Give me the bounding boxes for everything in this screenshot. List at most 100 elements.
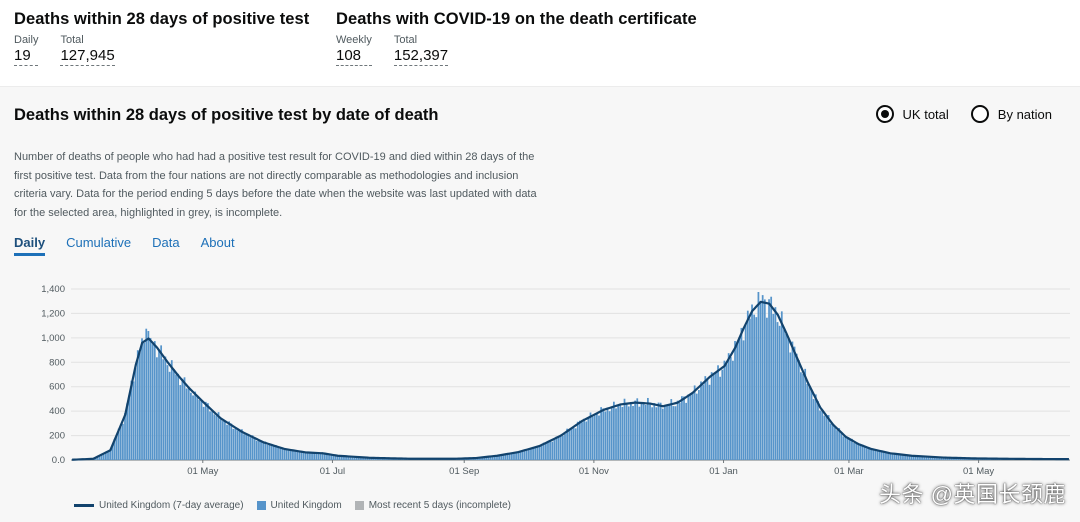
daily-bar bbox=[598, 415, 600, 460]
y-tick-label: 1,000 bbox=[41, 333, 65, 344]
daily-bar bbox=[857, 444, 860, 460]
daily-bar bbox=[695, 393, 698, 460]
daily-bar bbox=[806, 383, 809, 460]
daily-bar bbox=[498, 455, 500, 460]
daily-bar bbox=[734, 341, 736, 460]
tab-data[interactable]: Data bbox=[152, 235, 180, 250]
daily-bar bbox=[783, 329, 785, 460]
daily-bar bbox=[243, 434, 245, 460]
daily-bar bbox=[723, 360, 726, 460]
daily-bar bbox=[508, 453, 511, 460]
daily-bar bbox=[916, 456, 919, 460]
daily-bar bbox=[706, 378, 709, 460]
daily-bar bbox=[655, 407, 658, 460]
daily-bar bbox=[179, 385, 182, 460]
metric-value[interactable]: 152,397 bbox=[393, 47, 449, 66]
x-tick-label: 01 May bbox=[187, 466, 218, 477]
chart-description: Number of deaths of people who had had a… bbox=[14, 151, 537, 219]
daily-bar bbox=[345, 456, 347, 460]
daily-bar bbox=[177, 373, 180, 460]
daily-bar bbox=[500, 454, 503, 460]
daily-bar bbox=[266, 444, 269, 460]
daily-bar bbox=[493, 456, 496, 460]
tab-daily[interactable]: Daily bbox=[14, 235, 46, 256]
daily-bar bbox=[364, 457, 367, 460]
daily-bar bbox=[842, 436, 845, 460]
daily-bar bbox=[593, 414, 596, 460]
daily-bar bbox=[504, 454, 507, 460]
daily-bar bbox=[617, 405, 620, 460]
daily-bar bbox=[914, 455, 917, 460]
daily-bar bbox=[736, 341, 739, 460]
daily-bar bbox=[143, 342, 146, 460]
average-line bbox=[72, 300, 1069, 461]
daily-bar bbox=[139, 352, 141, 460]
daily-bar bbox=[761, 295, 764, 460]
daily-bar bbox=[547, 441, 549, 460]
daily-bar bbox=[904, 454, 906, 460]
headline-summary: Deaths within 28 days of positive test D… bbox=[0, 0, 1080, 86]
daily-bar bbox=[632, 405, 634, 460]
daily-bar bbox=[925, 456, 928, 460]
daily-bar bbox=[238, 430, 241, 460]
daily-bar bbox=[217, 412, 220, 460]
daily-bar bbox=[681, 396, 683, 460]
x-tick-label: 01 Mar bbox=[834, 466, 864, 477]
daily-bar bbox=[226, 424, 228, 460]
daily-bar bbox=[566, 428, 568, 460]
daily-bar bbox=[753, 314, 756, 460]
x-tick-label: 01 May bbox=[963, 466, 994, 477]
summary-title: Deaths within 28 days of positive test bbox=[14, 10, 310, 28]
daily-bar bbox=[232, 428, 235, 460]
daily-bar bbox=[241, 429, 243, 460]
legend-average[interactable]: United Kingdom (7-day average) bbox=[74, 500, 244, 511]
daily-bar bbox=[755, 317, 758, 460]
legend-daily[interactable]: United Kingdom bbox=[256, 500, 342, 511]
metric-value[interactable]: 108 bbox=[336, 47, 372, 66]
daily-bar bbox=[685, 402, 688, 460]
daily-bar bbox=[834, 426, 836, 460]
daily-bar bbox=[774, 307, 777, 460]
radio-checked-icon[interactable] bbox=[875, 105, 894, 123]
daily-bar bbox=[708, 384, 711, 460]
daily-bar bbox=[942, 457, 945, 460]
daily-bar bbox=[719, 376, 722, 460]
radio-by-nation[interactable]: By nation bbox=[970, 105, 1052, 123]
daily-bar bbox=[542, 442, 545, 460]
daily-bar bbox=[823, 415, 826, 460]
tab-about[interactable]: About bbox=[200, 235, 235, 250]
daily-bar bbox=[187, 386, 190, 460]
daily-bar bbox=[292, 450, 294, 460]
daily-bar bbox=[591, 416, 594, 460]
daily-bar bbox=[579, 420, 581, 460]
tab-cumulative[interactable]: Cumulative bbox=[66, 235, 132, 250]
daily-bar bbox=[253, 437, 256, 460]
daily-bar bbox=[712, 373, 715, 460]
metric-label: Total bbox=[393, 34, 418, 46]
daily-bar bbox=[636, 398, 639, 460]
daily-bar bbox=[538, 446, 541, 460]
daily-bar bbox=[817, 401, 819, 460]
daily-bar bbox=[536, 445, 539, 460]
daily-bar bbox=[800, 372, 802, 460]
daily-bar bbox=[98, 456, 101, 460]
radio-unchecked-icon[interactable] bbox=[970, 105, 989, 123]
daily-bar bbox=[300, 452, 303, 460]
legend-incomplete[interactable]: Most recent 5 days (incomplete) bbox=[354, 500, 511, 511]
metric-value[interactable]: 127,945 bbox=[60, 47, 115, 66]
daily-bar bbox=[615, 408, 617, 460]
daily-bar bbox=[732, 360, 734, 460]
metric-value[interactable]: 19 bbox=[14, 47, 39, 66]
daily-bar bbox=[309, 452, 311, 460]
daily-bar bbox=[721, 369, 724, 460]
metric-label: Weekly bbox=[336, 34, 372, 46]
daily-bar bbox=[666, 405, 668, 460]
daily-bar bbox=[249, 437, 252, 460]
daily-bar bbox=[613, 401, 615, 460]
daily-bar bbox=[192, 395, 194, 460]
daily-bar bbox=[111, 445, 114, 460]
daily-bar bbox=[912, 456, 915, 460]
daily-bar bbox=[921, 456, 923, 460]
daily-bar bbox=[224, 420, 226, 460]
radio-uk-total[interactable]: UK total bbox=[875, 105, 949, 123]
